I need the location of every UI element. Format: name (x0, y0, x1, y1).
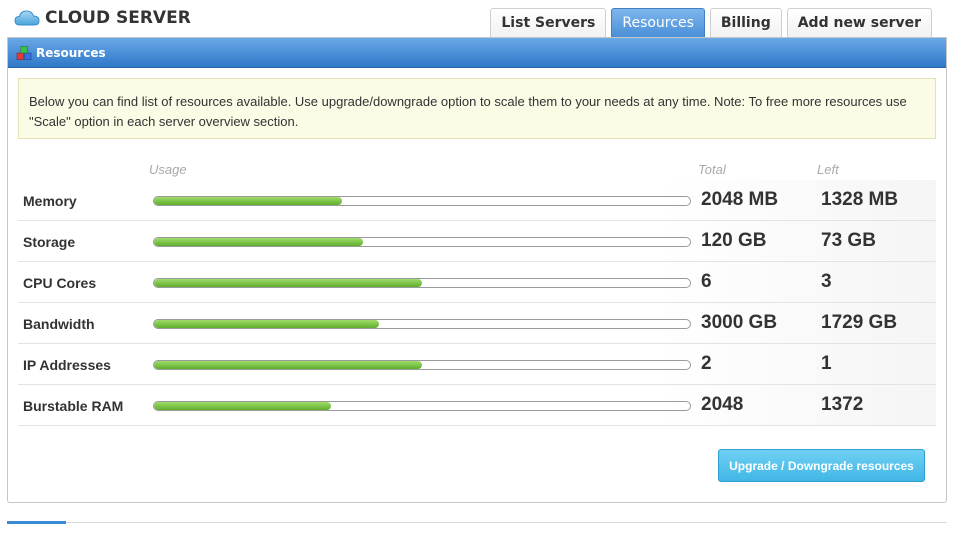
tab-list-servers[interactable]: List Servers (490, 8, 607, 37)
resource-label: Memory (23, 193, 77, 209)
resource-label: Storage (23, 234, 76, 250)
cubes-icon (16, 45, 32, 60)
resource-total: 2 (701, 353, 712, 374)
cloud-icon (14, 10, 40, 26)
resource-left: 1328 MB (821, 189, 899, 210)
usage-bar-fill (154, 361, 422, 369)
resource-total: 6 (701, 271, 712, 292)
brand: CLOUD SERVER (14, 8, 191, 28)
footer-accent (7, 521, 66, 524)
usage-bar-fill (154, 238, 364, 246)
footer-divider (7, 522, 947, 523)
resource-label: IP Addresses (23, 357, 111, 373)
column-header-total: Total (698, 162, 726, 177)
panel-title: Resources (36, 45, 106, 60)
resource-row: Memory 2048 MB 1328 MB (18, 180, 936, 221)
usage-bar (153, 319, 691, 329)
app-title: CLOUD SERVER (45, 8, 191, 28)
column-header-left: Left (817, 162, 839, 177)
resource-left: 1372 (821, 394, 864, 415)
resource-row: CPU Cores 6 3 (18, 262, 936, 303)
resource-row: Burstable RAM 2048 1372 (18, 385, 936, 426)
header: CLOUD SERVER List Servers Resources Bill… (0, 0, 976, 38)
usage-bar-fill (154, 320, 380, 328)
resource-label: Bandwidth (23, 316, 95, 332)
panel-header: Resources (8, 38, 946, 68)
resource-left: 1 (821, 353, 832, 374)
tab-bar: List Servers Resources Billing Add new s… (485, 8, 932, 37)
resources-panel: Resources Below you can find list of res… (7, 37, 947, 503)
resource-row: Storage 120 GB 73 GB (18, 221, 936, 262)
resource-row: Bandwidth 3000 GB 1729 GB (18, 303, 936, 344)
tab-resources[interactable]: Resources (611, 8, 705, 37)
usage-bar (153, 278, 691, 288)
resource-total: 2048 MB (701, 189, 779, 210)
column-header-usage: Usage (149, 162, 187, 177)
usage-bar (153, 360, 691, 370)
resource-label: CPU Cores (23, 275, 97, 291)
resource-left: 1729 GB (821, 312, 898, 333)
usage-bar-fill (154, 197, 342, 205)
resource-row: IP Addresses 2 1 (18, 344, 936, 385)
resource-total: 120 GB (701, 230, 767, 251)
info-notice: Below you can find list of resources ava… (18, 78, 936, 139)
upgrade-downgrade-button[interactable]: Upgrade / Downgrade resources (718, 449, 925, 482)
usage-bar (153, 401, 691, 411)
resource-total: 2048 (701, 394, 744, 415)
resource-total: 3000 GB (701, 312, 778, 333)
resource-left: 73 GB (821, 230, 876, 251)
resource-label: Burstable RAM (23, 398, 124, 414)
usage-bar (153, 196, 691, 206)
tab-add-new-server[interactable]: Add new server (786, 8, 932, 37)
tab-billing[interactable]: Billing (709, 8, 782, 37)
resource-left: 3 (821, 271, 832, 292)
usage-bar (153, 237, 691, 247)
usage-bar-fill (154, 402, 331, 410)
usage-bar-fill (154, 279, 422, 287)
